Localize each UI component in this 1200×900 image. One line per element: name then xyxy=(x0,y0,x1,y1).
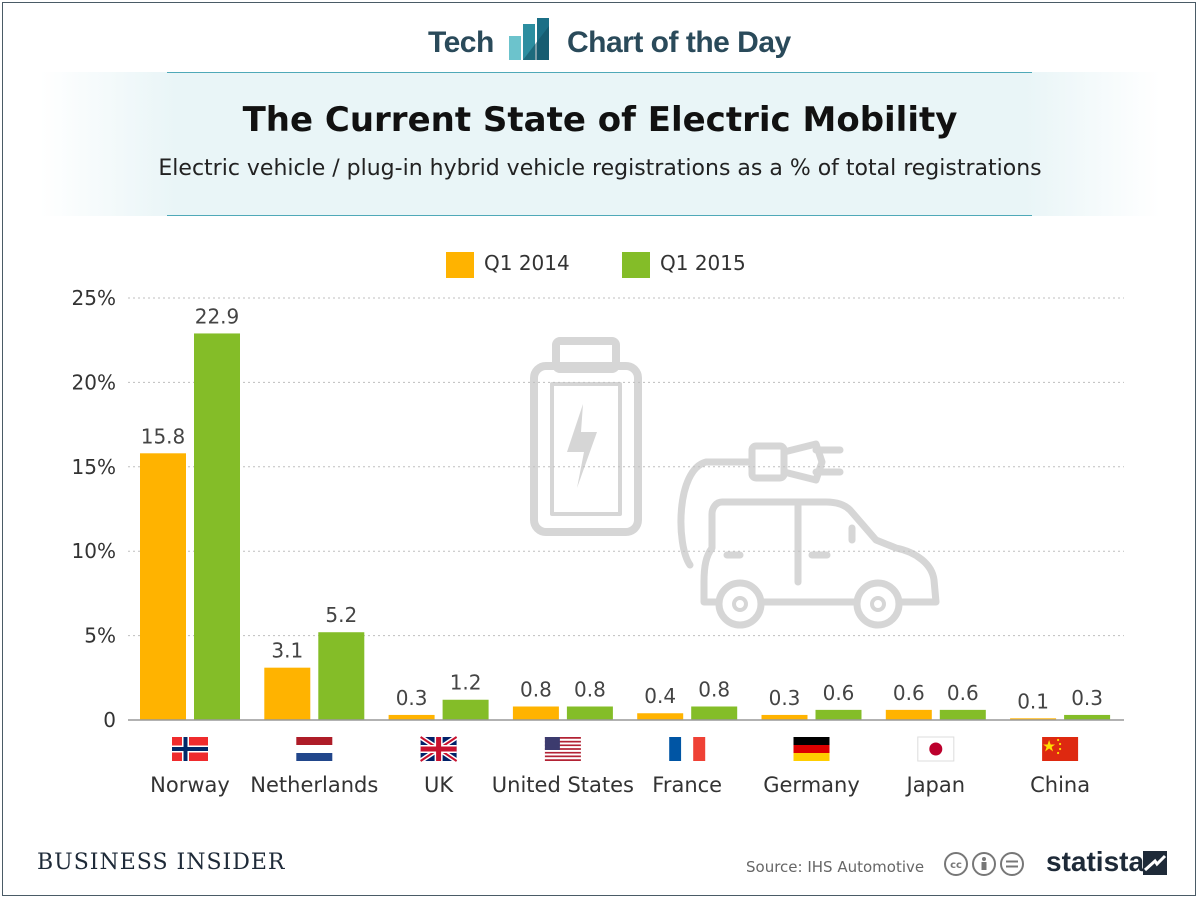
chart-title: The Current State of Electric Mobility xyxy=(242,100,958,140)
title-rule-bottom xyxy=(167,215,1032,216)
bar xyxy=(691,706,738,720)
bar-chart: 0 5% 10% 15% 20% 25% 15.8 22.9 3.1 5.2 0.3 1.2 0.8 0… xyxy=(72,286,1124,797)
data-label: 0.6 xyxy=(893,681,925,705)
x-axis-category-labels: Norway Netherlands UK United States France Ge… xyxy=(150,773,1090,797)
data-label: 0.4 xyxy=(644,684,676,708)
category-label: France xyxy=(652,773,722,797)
bar xyxy=(264,667,311,720)
chart-of-the-day-logo-icon xyxy=(509,18,549,60)
grid-lines xyxy=(128,297,1124,637)
flag-icon xyxy=(419,734,458,764)
country-flags xyxy=(172,734,1079,764)
category-label: Germany xyxy=(763,773,860,797)
bar xyxy=(885,709,932,720)
title-band xyxy=(40,72,1160,216)
category-label: United States xyxy=(492,773,634,797)
category-label: Norway xyxy=(150,773,230,797)
legend-item-q1-2014: Q1 2014 xyxy=(446,251,570,278)
statista-mark-icon xyxy=(1143,851,1167,875)
category-label: Japan xyxy=(905,773,966,797)
data-label: 5.2 xyxy=(325,603,357,627)
y-tick-label: 20% xyxy=(72,370,116,394)
y-tick-label: 0 xyxy=(103,708,116,732)
bar xyxy=(761,714,808,720)
y-tick-label: 15% xyxy=(72,455,116,479)
bars xyxy=(140,333,1111,720)
brand-tech-label: Tech xyxy=(428,26,494,59)
bar xyxy=(512,706,559,720)
data-label: 0.3 xyxy=(769,686,801,710)
legend-label-q1-2014: Q1 2014 xyxy=(484,251,570,275)
data-label: 0.3 xyxy=(396,686,428,710)
data-label: 0.8 xyxy=(574,677,606,701)
data-label: 0.8 xyxy=(698,677,730,701)
bar xyxy=(566,706,613,720)
flag-icon xyxy=(544,737,581,761)
data-label: 0.6 xyxy=(947,681,979,705)
data-label: 0.3 xyxy=(1071,686,1103,710)
bar xyxy=(442,699,489,720)
data-label: 0.6 xyxy=(823,681,855,705)
bar-value-labels: 15.8 22.9 3.1 5.2 0.3 1.2 0.8 0.8 0.4 0.8 0.3 0.6 0.… xyxy=(141,304,1103,713)
brand-header: Tech Chart of the Day xyxy=(0,14,1200,64)
flag-icon xyxy=(917,736,955,762)
flag-icon xyxy=(1042,737,1079,761)
bar xyxy=(388,714,435,720)
battery-icon xyxy=(530,337,642,536)
data-label: 0.1 xyxy=(1017,689,1049,713)
flag-icon xyxy=(296,737,333,761)
bar xyxy=(194,333,240,720)
bar xyxy=(939,709,986,720)
bar xyxy=(1064,714,1111,720)
y-axis-tick-labels: 0 5% 10% 15% 20% 25% xyxy=(72,286,116,732)
legend-swatch-q1-2015 xyxy=(622,251,650,278)
title-rule-top xyxy=(167,72,1032,73)
data-label: 15.8 xyxy=(141,424,186,448)
flag-icon xyxy=(669,737,706,761)
flag-icon xyxy=(793,737,830,761)
electric-car-icon xyxy=(677,440,940,629)
bar xyxy=(637,713,684,720)
data-label: 1.2 xyxy=(450,671,482,695)
bar xyxy=(1010,718,1057,720)
legend-swatch-q1-2014 xyxy=(446,251,474,278)
statista-logo: statista xyxy=(1046,846,1145,877)
svg-text:cc: cc xyxy=(950,860,962,871)
business-insider-logo: BUSINESS INSIDER xyxy=(37,850,286,875)
bar xyxy=(815,709,862,720)
y-tick-label: 25% xyxy=(72,286,116,310)
bar xyxy=(318,632,365,720)
flag-icon xyxy=(172,737,208,761)
category-label: UK xyxy=(424,773,454,797)
y-tick-label: 5% xyxy=(84,624,116,648)
data-label: 22.9 xyxy=(195,304,240,328)
chart-subtitle: Electric vehicle / plug-in hybrid vehicl… xyxy=(158,156,1042,181)
creative-commons-license-icon: cc xyxy=(944,852,1024,876)
data-label: 3.1 xyxy=(271,639,303,663)
data-label: 0.8 xyxy=(520,677,552,701)
legend-item-q1-2015: Q1 2015 xyxy=(622,251,746,278)
category-label: Netherlands xyxy=(250,773,378,797)
category-label: China xyxy=(1030,773,1090,797)
source-note: Source: IHS Automotive xyxy=(746,858,925,876)
bar xyxy=(140,453,186,720)
brand-chart-of-the-day-label: Chart of the Day xyxy=(567,26,791,59)
legend-label-q1-2015: Q1 2015 xyxy=(660,251,746,275)
y-tick-label: 10% xyxy=(72,539,116,563)
